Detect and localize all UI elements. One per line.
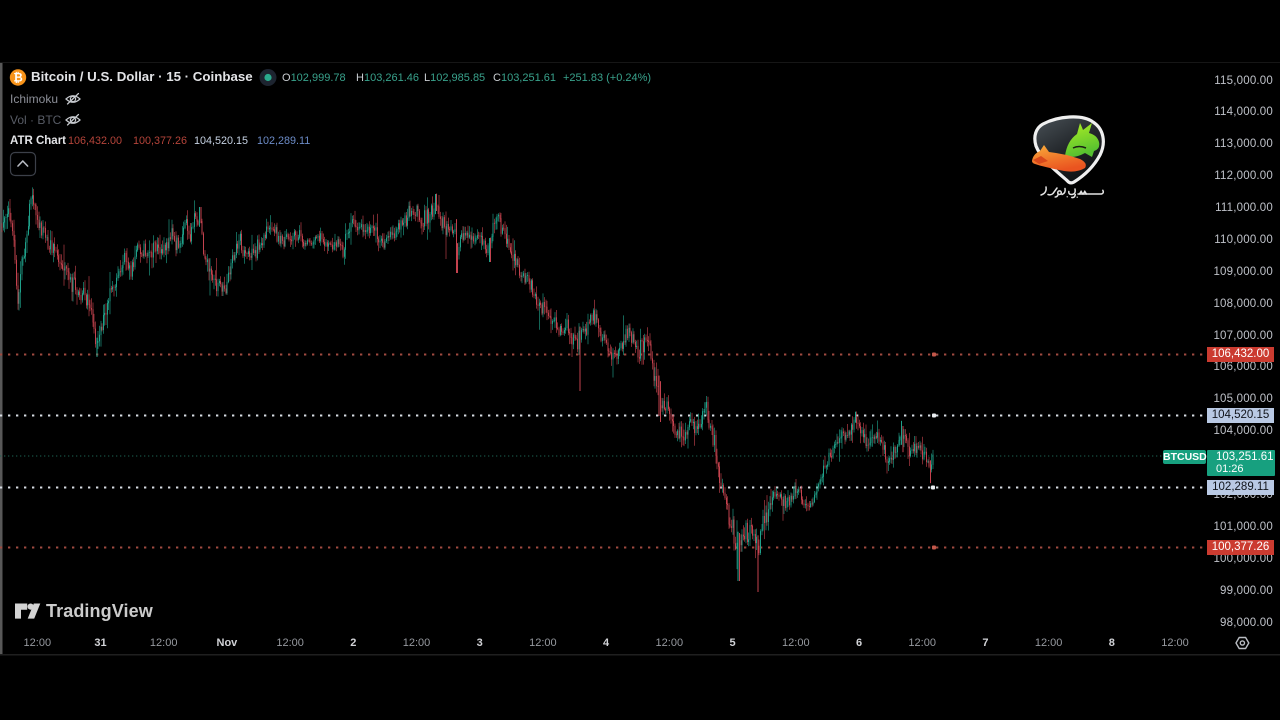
svg-text:₿: ₿ xyxy=(13,73,22,85)
